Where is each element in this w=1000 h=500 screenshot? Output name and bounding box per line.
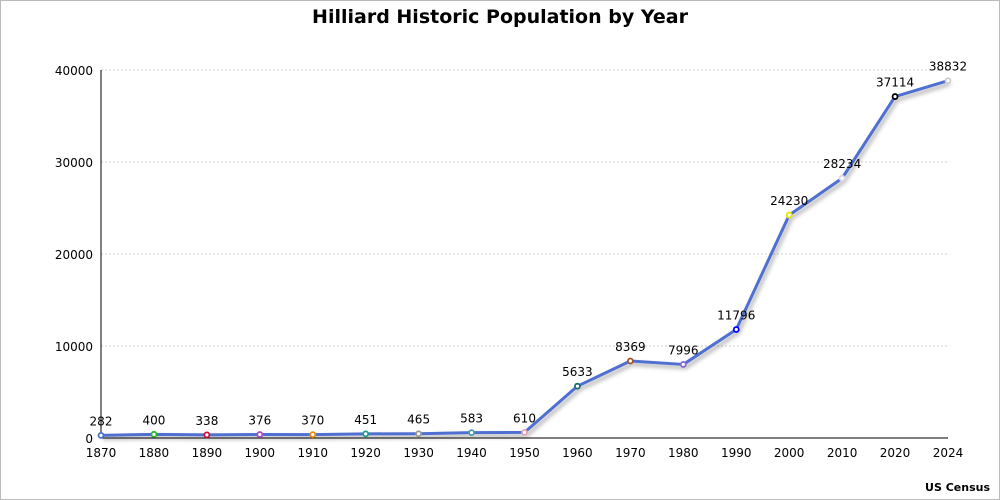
y-tick-label: 40000 <box>55 64 93 78</box>
data-label: 7996 <box>668 343 699 357</box>
x-tick-label: 1870 <box>86 446 117 460</box>
data-point <box>468 429 475 437</box>
x-tick-label: 1990 <box>721 446 752 460</box>
x-tick-label: 1900 <box>245 446 276 460</box>
data-point <box>785 211 793 219</box>
series-line <box>100 79 949 437</box>
data-label: 38832 <box>929 60 967 74</box>
y-tick-label: 0 <box>85 432 93 446</box>
x-tick-label: 1890 <box>192 446 223 460</box>
data-label: 11796 <box>717 308 755 322</box>
data-label: 5633 <box>562 365 593 379</box>
x-tick-label: 1920 <box>350 446 381 460</box>
data-label: 24230 <box>770 194 808 208</box>
data-label: 400 <box>142 413 165 427</box>
data-label: 451 <box>354 413 377 427</box>
x-tick-label: 1930 <box>403 446 434 460</box>
x-tick-label: 1940 <box>456 446 487 460</box>
data-label: 37114 <box>876 76 914 90</box>
data-point <box>97 432 105 439</box>
data-point <box>679 361 687 368</box>
data-point <box>521 428 528 436</box>
x-tick-label: 2024 <box>933 446 964 460</box>
y-tick-label: 10000 <box>55 340 93 354</box>
data-point <box>415 430 423 438</box>
data-point <box>203 431 211 439</box>
x-tick-label: 2020 <box>880 446 911 460</box>
data-point <box>574 382 581 390</box>
x-tick-label: 1980 <box>668 446 699 460</box>
data-label: 465 <box>407 413 430 427</box>
data-label: 28234 <box>823 157 861 171</box>
x-tick-label: 1960 <box>562 446 593 460</box>
data-label: 282 <box>90 414 113 428</box>
data-point <box>626 357 634 365</box>
x-tick-label: 1950 <box>509 446 540 460</box>
data-point <box>362 430 370 438</box>
data-point <box>256 431 264 438</box>
data-point <box>944 77 952 85</box>
x-tick-label: 1880 <box>139 446 170 460</box>
x-tick-label: 1970 <box>615 446 646 460</box>
data-point <box>309 431 317 438</box>
chart-title: Hilliard Historic Population by Year <box>312 6 688 28</box>
y-tick-label: 30000 <box>55 156 93 170</box>
x-tick-label: 1910 <box>297 446 328 460</box>
data-label: 610 <box>513 411 536 425</box>
data-point <box>838 174 846 182</box>
y-tick-label: 20000 <box>55 248 93 262</box>
x-tick-label: 2010 <box>827 446 858 460</box>
data-label: 370 <box>301 414 324 428</box>
data-label: 583 <box>460 412 483 426</box>
data-point <box>891 93 899 100</box>
data-label: 376 <box>248 414 271 428</box>
data-label: 338 <box>195 414 218 428</box>
data-point <box>732 326 740 333</box>
data-point <box>150 430 158 438</box>
x-tick-label: 2000 <box>774 446 805 460</box>
data-label: 8369 <box>615 340 646 354</box>
source-label: US Census <box>925 481 990 494</box>
